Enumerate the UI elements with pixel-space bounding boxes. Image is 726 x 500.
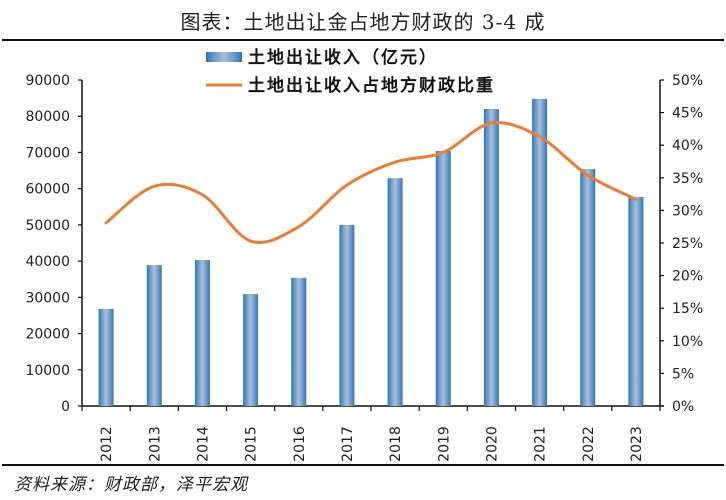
source-note: 资料来源：财政部，泽平宏观 [14,475,248,495]
bar [98,308,114,406]
axis-labels: 0 10000 20000 30000 40000 50000 60000 70000 8000… [25,73,703,462]
legend-label-line: 土地出让收入占地方财政比重 [248,75,495,96]
line-series [104,121,638,244]
x-tick-label: 2020 [484,426,500,462]
axes [78,79,664,411]
x-tick-label: 2023 [629,426,645,462]
footer-rule [2,464,724,466]
x-tick-label: 2016 [292,426,308,462]
right-tick-label: 0% [672,399,694,415]
bar [339,224,355,406]
bar [435,150,451,406]
x-tick-label: 2013 [147,426,163,462]
left-tick-label: 0 [61,399,70,415]
left-tick-label: 60000 [25,182,70,198]
legend-bar-swatch [206,52,242,62]
legend: 土地出让收入（亿元） 土地出让收入占地方财政比重 [206,47,495,96]
legend-item-line: 土地出让收入占地方财政比重 [206,75,495,96]
bar-series [98,98,644,406]
bar [628,196,644,406]
right-tick-label: 20% [672,269,703,285]
x-tick-label: 2012 [99,426,115,462]
title-rule [2,39,724,41]
right-tick-label: 50% [672,73,703,89]
left-tick-label: 50000 [25,218,70,234]
x-tick-label: 2018 [388,426,404,462]
right-tick-label: 15% [672,301,703,317]
left-tick-label: 70000 [25,145,70,161]
bar [291,277,307,406]
x-tick-label: 2019 [436,426,452,462]
left-tick-label: 20000 [25,327,70,343]
left-tick-label: 10000 [25,363,70,379]
legend-label-bar: 土地出让收入（亿元） [248,47,438,68]
right-tick-label: 35% [672,171,703,187]
left-tick-label: 80000 [25,109,70,125]
x-tick-label: 2017 [340,426,356,462]
x-tick-label: 2015 [244,426,260,462]
right-tick-label: 5% [672,366,694,382]
right-tick-label: 40% [672,138,703,154]
bar [532,98,548,406]
left-tick-label: 40000 [25,254,70,270]
bar [580,169,596,406]
x-tick-label: 2022 [581,426,597,462]
right-tick-label: 10% [672,334,703,350]
bar [146,265,162,406]
right-tick-label: 25% [672,236,703,252]
left-tick-label: 90000 [25,73,70,89]
left-tick-label: 30000 [25,290,70,306]
bar [483,108,499,406]
right-tick-label: 30% [672,203,703,219]
right-tick-label: 45% [672,106,703,122]
bar [243,294,259,406]
bar [194,260,210,406]
x-tick-label: 2021 [533,426,549,462]
legend-item-bar: 土地出让收入（亿元） [206,47,438,68]
x-tick-label: 2014 [195,426,211,462]
bar [387,178,403,406]
chart-title: 图表：土地出让金占地方财政的 3-4 成 [180,10,546,34]
